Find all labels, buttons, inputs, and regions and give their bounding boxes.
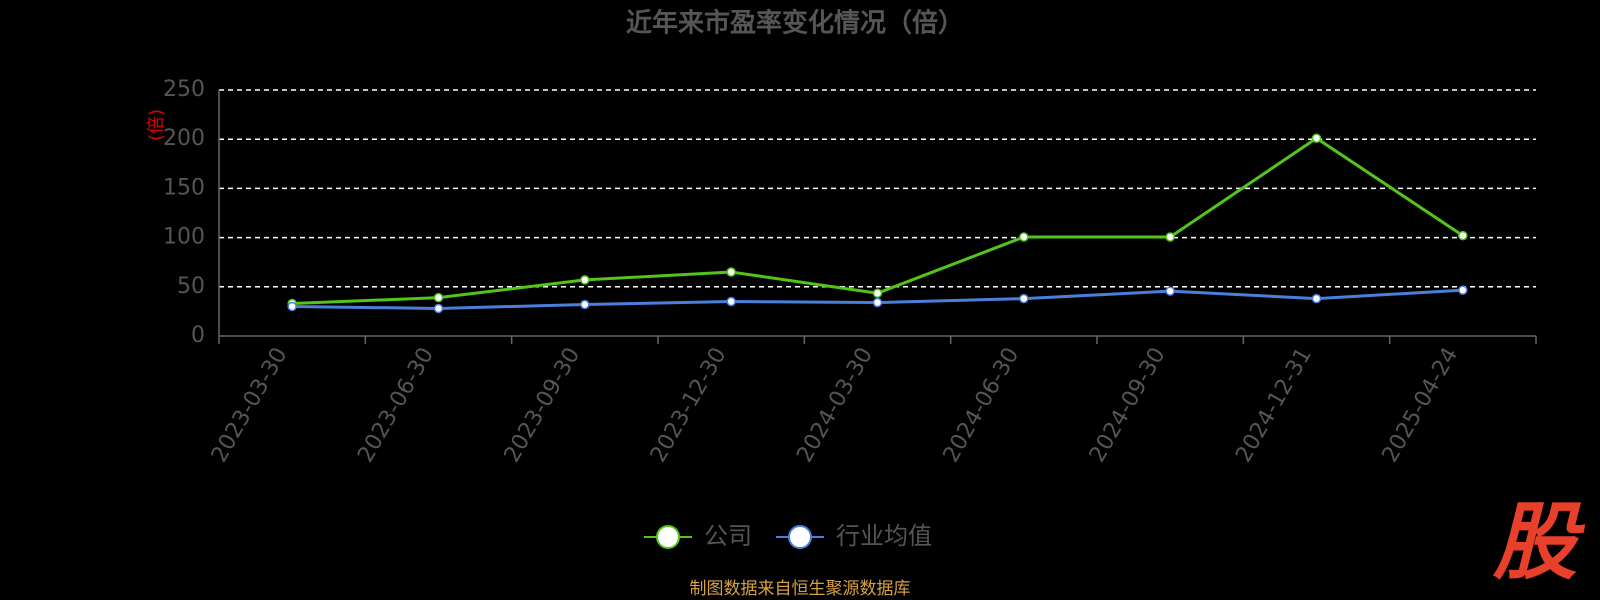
data-point <box>872 288 883 298</box>
data-point <box>726 267 736 277</box>
legend-swatch <box>788 525 812 549</box>
data-point <box>1019 293 1029 304</box>
data-point <box>1019 232 1029 242</box>
data-point <box>287 301 297 312</box>
data-point <box>1165 232 1175 242</box>
data-point <box>1311 293 1322 304</box>
data-point <box>726 296 736 307</box>
y-tick-label: 50 <box>177 274 205 299</box>
data-point <box>433 303 444 314</box>
chart-title: 近年来市盈率变化情况（倍） <box>626 8 964 39</box>
data-point <box>433 292 444 303</box>
logo: 股 <box>1492 493 1586 591</box>
y-tick-label: 200 <box>163 126 205 151</box>
data-point <box>872 297 883 308</box>
data-point <box>1458 230 1468 241</box>
y-tick-label: 0 <box>191 323 205 348</box>
data-point <box>580 275 590 285</box>
data-point <box>1458 285 1468 295</box>
y-tick-label: 100 <box>163 225 205 250</box>
y-tick-label: 250 <box>163 77 205 102</box>
data-point <box>1165 286 1175 296</box>
y-axis-label: (倍) <box>146 109 167 141</box>
data-point <box>580 299 590 310</box>
source-note: 制图数据来自恒生聚源数据库 <box>690 579 911 599</box>
legend-swatch <box>656 525 680 549</box>
legend-label: 行业均值 <box>836 522 932 550</box>
legend-label: 公司 <box>704 522 752 550</box>
data-point <box>1311 133 1322 143</box>
y-tick-label: 150 <box>163 175 205 200</box>
